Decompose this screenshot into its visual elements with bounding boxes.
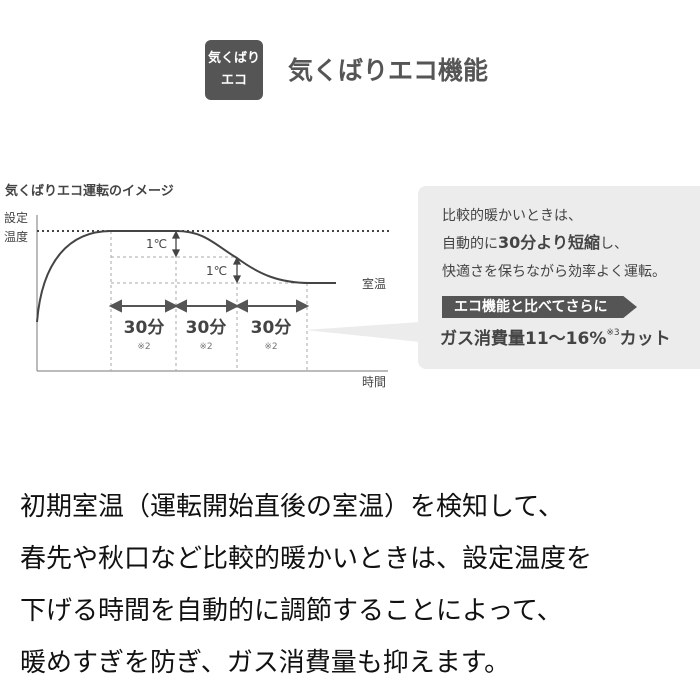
interval-label: 30分 <box>185 318 227 338</box>
interval-label: 30分 <box>123 318 165 338</box>
text: し、 <box>599 236 628 252</box>
diagram-title: 気くばりエコ運転のイメージ <box>5 184 174 199</box>
emphasis: 30分より短縮 <box>498 233 600 252</box>
step-label: 1℃ <box>146 237 168 251</box>
description-line: 下げる時間を自動的に調節することによって、 <box>20 596 563 626</box>
y-label-2: 温度 <box>4 230 29 244</box>
interval-label: 30分 <box>250 318 292 338</box>
y-label-1: 設定 <box>4 211 29 225</box>
badge-line2: エコ <box>220 73 247 88</box>
callout-box <box>418 186 700 369</box>
badge-line1: 気くばり <box>207 51 260 66</box>
description-line: 暖めすぎを防ぎ、ガス消費量も抑えます。 <box>20 648 511 678</box>
text: ガス消費量11〜16% <box>440 329 607 349</box>
text: カット <box>619 329 671 349</box>
interval-note: ※2 <box>264 342 278 352</box>
interval-note: ※2 <box>199 342 213 352</box>
x-axis-label: 時間 <box>362 375 387 389</box>
callout-line3: 快適さを保ちながら効率よく運転。 <box>442 264 666 280</box>
temperature-curve <box>36 230 336 323</box>
gas-savings: ガス消費量11〜16% ※3 カット <box>440 328 671 350</box>
text: 自動的に <box>442 236 498 252</box>
callout-line1: 比較的暖かいときは、 <box>442 208 582 224</box>
description-line: 春先や秋口など比較的暖かいときは、設定温度を <box>20 544 593 574</box>
eco-badge: 気くばり エコ <box>205 40 263 100</box>
description-line: 初期室温（運転開始直後の室温）を検知して、 <box>20 492 564 522</box>
comparison-tag: エコ機能と比べてさらに <box>442 296 637 318</box>
page-title: 気くばりエコ機能 <box>288 56 489 85</box>
callout-line2: 自動的に 30分より短縮 し、 <box>442 234 628 253</box>
step-label: 1℃ <box>206 264 228 278</box>
footnote-mark: ※3 <box>606 328 620 338</box>
callout-pointer <box>305 322 420 342</box>
room-temp-label: 室温 <box>362 277 387 291</box>
interval-note: ※2 <box>137 342 151 352</box>
